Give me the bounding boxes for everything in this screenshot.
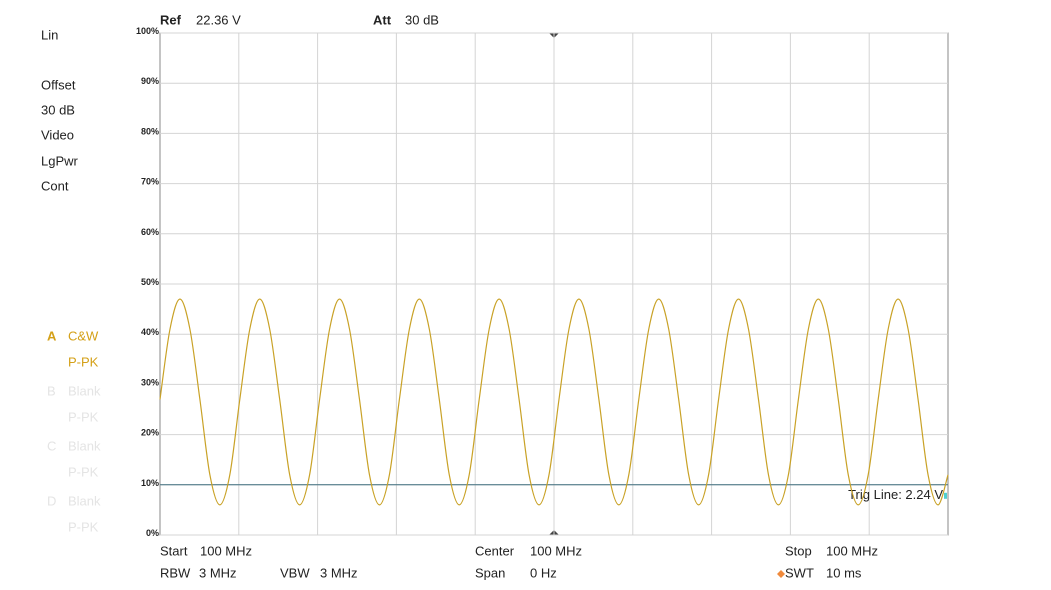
y-tick-label: 40%: [141, 327, 159, 337]
stop-value: 100 MHz: [826, 543, 878, 558]
center-label: Center: [475, 543, 515, 558]
trace-detector: P-PK: [68, 464, 99, 479]
vbw-value: 3 MHz: [320, 565, 358, 580]
stop-label: Stop: [785, 543, 812, 558]
rbw-value: 3 MHz: [199, 565, 237, 580]
trig-line-label: Trig Line: 2.24 V: [848, 487, 943, 502]
y-tick-label: 20%: [141, 428, 159, 438]
y-tick-label: 50%: [141, 277, 159, 287]
trace-id: C: [47, 438, 56, 453]
trace-id: B: [47, 383, 56, 398]
swt-value: 10 ms: [826, 565, 862, 580]
setting-label: Video: [41, 127, 74, 142]
trace-id: A: [47, 328, 57, 343]
trace-detector: P-PK: [68, 354, 99, 369]
trace-mode: C&W: [68, 328, 99, 343]
trace-id: D: [47, 493, 56, 508]
swt-label: SWT: [785, 565, 814, 580]
trace-mode: Blank: [68, 493, 101, 508]
y-tick-label: 70%: [141, 177, 159, 187]
y-tick-label: 60%: [141, 227, 159, 237]
trace-line: [159, 298, 949, 506]
setting-label: Offset: [41, 77, 76, 92]
att-value: 30 dB: [405, 12, 439, 27]
vbw-label: VBW: [280, 565, 310, 580]
setting-label: Lin: [41, 27, 58, 42]
y-tick-label: 0%: [146, 528, 159, 538]
setting-label: Cont: [41, 178, 69, 193]
att-label: Att: [373, 12, 392, 27]
y-tick-label: 90%: [141, 76, 159, 86]
trig-marker: [944, 492, 947, 499]
trace-mode: Blank: [68, 383, 101, 398]
y-tick-label: 30%: [141, 377, 159, 387]
setting-label: LgPwr: [41, 153, 79, 168]
span-label: Span: [475, 565, 505, 580]
trace-detector: P-PK: [68, 519, 99, 534]
span-value: 0 Hz: [530, 565, 557, 580]
y-tick-label: 80%: [141, 126, 159, 136]
start-label: Start: [160, 543, 188, 558]
start-value: 100 MHz: [200, 543, 252, 558]
setting-label: 30 dB: [41, 102, 75, 117]
y-tick-label: 10%: [141, 478, 159, 488]
rbw-label: RBW: [160, 565, 191, 580]
y-tick-label: 100%: [136, 26, 159, 36]
ref-label: Ref: [160, 12, 182, 27]
trace-detector: P-PK: [68, 409, 99, 424]
swt-indicator: [777, 570, 785, 578]
trace-mode: Blank: [68, 438, 101, 453]
ref-value: 22.36 V: [196, 12, 241, 27]
center-value: 100 MHz: [530, 543, 582, 558]
